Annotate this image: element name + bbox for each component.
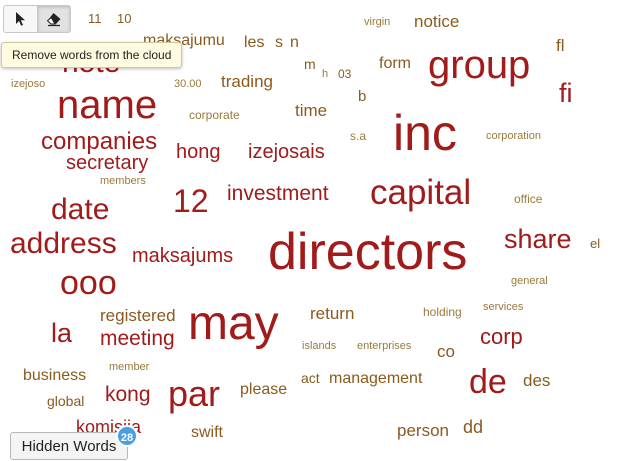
cloud-word[interactable]: name [57,83,158,127]
eraser-icon [45,11,63,27]
cloud-word[interactable]: par [168,373,221,414]
cloud-word[interactable]: services [483,301,524,313]
cloud-word[interactable]: de [469,363,507,401]
cloud-word[interactable]: management [329,370,423,387]
cloud-word[interactable]: group [428,43,531,87]
cloud-word[interactable]: ooo [60,264,117,302]
cloud-word[interactable]: global [47,393,85,409]
cloud-word[interactable]: holding [423,305,462,319]
cloud-word[interactable]: business [23,367,87,384]
cloud-word[interactable]: 30.00 [174,78,202,90]
cloud-word[interactable]: form [379,55,411,72]
cloud-word[interactable]: corp [480,324,523,349]
erase-tool-button[interactable] [36,6,70,32]
cloud-word[interactable]: corporation [486,130,542,142]
cloud-word[interactable]: islands [302,340,337,352]
pointer-icon [13,11,27,27]
cloud-word[interactable]: izejosais [248,141,325,163]
cloud-word[interactable]: enterprises [357,340,412,352]
cloud-word[interactable]: corporate [189,108,240,122]
cloud-word[interactable]: general [511,275,548,287]
cloud-word[interactable]: s [275,34,283,51]
cloud-word[interactable]: secretary [66,152,149,174]
cloud-word[interactable]: hong [176,141,221,163]
cloud-word[interactable]: fi [559,78,573,108]
cloud-word[interactable]: 11 [88,11,102,26]
cloud-word[interactable]: act [301,370,320,386]
cloud-word[interactable]: n [290,34,299,51]
cloud-word[interactable]: swift [191,424,223,441]
cloud-word[interactable]: virgin [364,16,391,28]
cloud-word[interactable]: may [188,297,279,350]
cloud-word[interactable]: des [523,371,551,390]
cloud-word[interactable]: meeting [100,327,175,350]
cloud-word[interactable]: share [504,224,572,254]
cloud-word[interactable]: dd [463,417,484,437]
cloud-word[interactable]: investment [227,182,329,205]
hidden-count-badge: 28 [116,425,138,447]
select-tool-button[interactable] [4,6,37,32]
cloud-word[interactable]: date [51,193,110,226]
hidden-words-button[interactable]: Hidden Words [10,432,128,460]
cloud-word[interactable]: address [10,227,117,260]
cloud-word[interactable]: les [244,34,265,51]
cloud-word[interactable]: 12 [173,183,209,219]
cloud-word[interactable]: return [310,304,355,323]
cloud-word[interactable]: capital [370,173,472,212]
cloud-word[interactable]: member [109,361,150,373]
cloud-word[interactable]: companies [41,128,158,155]
cloud-word[interactable]: h [322,68,329,80]
cloud-word[interactable]: s.a [350,129,367,143]
cloud-word[interactable]: fl [556,36,565,55]
cloud-word[interactable]: el [590,236,601,251]
cloud-word[interactable]: co [437,342,455,361]
tooltip: Remove words from the cloud [1,42,183,68]
cloud-word[interactable]: maksajums [132,245,234,267]
cloud-word[interactable]: trading [221,72,273,91]
cloud-word[interactable]: please [240,381,288,398]
cloud-word[interactable]: kong [105,383,151,406]
cloud-word[interactable]: time [295,101,328,120]
cloud-word[interactable]: members [100,175,146,187]
cloud-word[interactable]: inc [393,105,457,161]
cloud-word[interactable]: person [397,421,449,440]
cloud-word[interactable]: izejoso [11,78,46,90]
tool-selector [3,5,71,33]
cloud-word[interactable]: 10 [117,11,132,26]
cloud-word[interactable]: m [304,56,316,72]
cloud-word[interactable]: la [51,318,73,348]
cloud-word[interactable]: directors [268,223,468,281]
cloud-word[interactable]: b [358,88,367,105]
cloud-word[interactable]: registered [100,306,176,325]
cloud-word[interactable]: office [514,192,543,206]
cloud-word[interactable]: notice [414,12,460,31]
cloud-word[interactable]: 03 [338,67,352,81]
